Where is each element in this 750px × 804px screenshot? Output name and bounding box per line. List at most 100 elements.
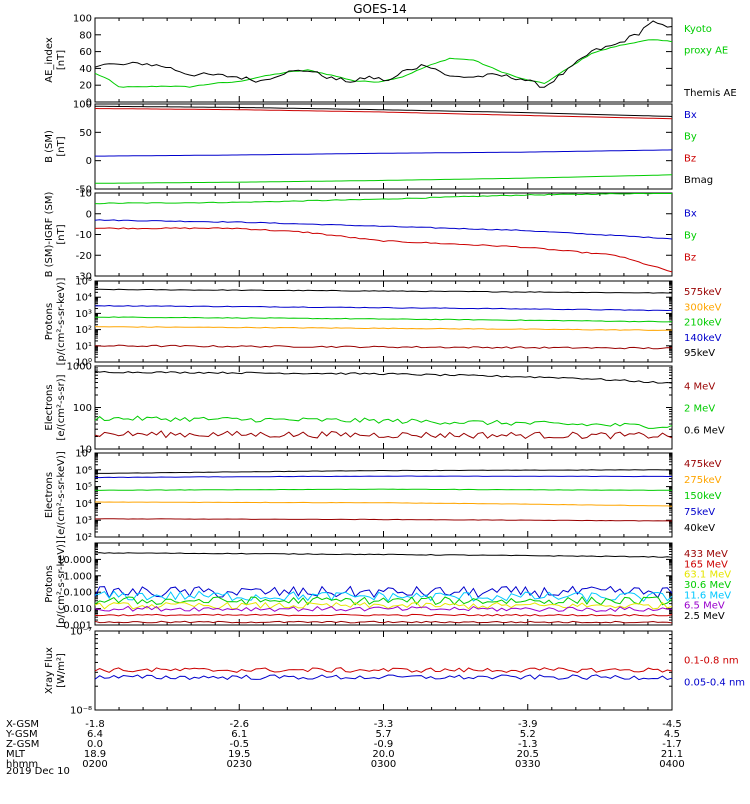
series-line-5 bbox=[94, 601, 673, 610]
orbit-table: X-GSM -1.8 -2.6 -3.3 -3.9 -4.5 Y-GSM 6.4 6.1 5.7 5… bbox=[5, 719, 685, 770]
orbit-value: -1.8 bbox=[85, 719, 105, 730]
y-axis-label: [nT] bbox=[56, 224, 67, 244]
legend-entry: 575keV bbox=[684, 287, 722, 298]
orbit-value: 0300 bbox=[371, 759, 396, 770]
series-line-2 bbox=[94, 20, 673, 88]
panel-1: 0 20 40 60 80 100 AE_index [nT] Kyoto proxy AE The… bbox=[44, 14, 737, 109]
orbit-value: -1.3 bbox=[518, 739, 538, 750]
y-tick-label: 10⁵ bbox=[75, 277, 92, 288]
legend-entry: 6.5 MeV bbox=[684, 601, 725, 612]
legend-entry: 95keV bbox=[684, 348, 715, 359]
legend-entry: Themis AE bbox=[683, 88, 737, 99]
series-line-3 bbox=[94, 227, 673, 273]
y-tick-label: 10³ bbox=[75, 516, 92, 527]
series-line-1 bbox=[94, 667, 673, 673]
series-line-1 bbox=[94, 552, 673, 558]
series-line-1 bbox=[95, 105, 673, 117]
y-tick-label: 10⁴ bbox=[75, 499, 92, 510]
series-line-2 bbox=[94, 219, 673, 240]
orbit-value: 0.0 bbox=[87, 739, 103, 750]
panel-2: -50 0 50 100 B (SM) [nT] Bx By Bz Bmag bbox=[44, 100, 713, 196]
y-axis-label: B (SM)-IGRF (SM) bbox=[44, 192, 55, 278]
series-line-3 bbox=[94, 488, 673, 491]
y-tick-label: 10⁴ bbox=[75, 293, 92, 304]
y-tick-label: -30 bbox=[76, 272, 92, 283]
y-axis-label: [p/(cm²-s-sr-keV)] bbox=[56, 278, 67, 366]
y-axis-label: [nT] bbox=[56, 136, 67, 156]
y-tick-label: 100 bbox=[73, 100, 92, 111]
y-tick-label: 100 bbox=[73, 403, 92, 414]
orbit-value: -3.9 bbox=[518, 719, 538, 730]
y-tick-label: 10¹ bbox=[75, 341, 92, 352]
series-line-4 bbox=[94, 501, 673, 507]
series-line-6 bbox=[94, 605, 672, 613]
legend-entry: 4 MeV bbox=[684, 382, 715, 393]
legend-entry: 0.1-0.8 nm bbox=[684, 656, 739, 667]
y-axis-label: Electrons bbox=[44, 384, 55, 430]
y-tick-label: 10⁻⁷ bbox=[70, 627, 92, 638]
panel-6: 10² 10³ 10⁴ 10⁵ 10⁶ 10⁷ Electrons [e/(cm²-s-sr-… bbox=[44, 449, 722, 544]
y-tick-label: 40 bbox=[79, 64, 92, 75]
orbit-value: -0.9 bbox=[374, 739, 394, 750]
legend-entry: proxy AE bbox=[684, 45, 728, 56]
orbit-row-label: X-GSM bbox=[6, 719, 39, 730]
series-line-5 bbox=[94, 344, 673, 350]
panel-3: -30 -20 -10 0 10 B (SM)-IGRF (SM) [nT] Bx By Bz bbox=[44, 189, 697, 283]
y-tick-label: 10.000 bbox=[57, 555, 92, 566]
y-tick-label: -50 bbox=[76, 185, 92, 196]
orbit-value: 18.9 bbox=[84, 749, 106, 760]
legend-entry: 210keV bbox=[684, 318, 722, 329]
series-line-1 bbox=[95, 469, 672, 474]
y-tick-label: 0 bbox=[86, 98, 92, 109]
legend-entry: 2.5 MeV bbox=[684, 611, 725, 622]
orbit-value: -2.6 bbox=[229, 719, 249, 730]
legend-entry: Bmag bbox=[684, 175, 713, 186]
orbit-value: 0330 bbox=[515, 759, 540, 770]
y-axis-label: AE_index bbox=[44, 37, 55, 83]
legend-entry: By bbox=[684, 231, 697, 242]
y-tick-label: 10² bbox=[75, 533, 92, 544]
y-tick-label: 10 bbox=[79, 445, 92, 456]
y-axis-label: Protons bbox=[44, 565, 55, 602]
orbit-value: -3.3 bbox=[374, 719, 394, 730]
legend-entry: Bz bbox=[684, 253, 696, 264]
series-line-8 bbox=[94, 620, 673, 624]
y-tick-label: 0.010 bbox=[63, 604, 92, 615]
series-line-4 bbox=[94, 596, 673, 606]
series-line-2 bbox=[94, 475, 672, 479]
legend-entry: 0.6 MeV bbox=[684, 426, 725, 437]
legend-entry: 11.6 MeV bbox=[684, 590, 731, 601]
y-axis-label: Protons bbox=[44, 303, 55, 340]
y-tick-label: 10⁰ bbox=[75, 358, 92, 369]
series-line-2 bbox=[94, 585, 673, 599]
legend-entry: 63.1 MeV bbox=[684, 570, 731, 581]
legend-entry: Bx bbox=[684, 110, 697, 121]
y-tick-label: 0 bbox=[86, 209, 92, 220]
panel-frame bbox=[94, 17, 673, 103]
legend-entry: Bx bbox=[684, 209, 697, 220]
orbit-value: 4.5 bbox=[664, 729, 680, 740]
y-tick-label: -20 bbox=[76, 251, 92, 262]
series-line-1 bbox=[94, 192, 672, 205]
y-tick-label: 10⁷ bbox=[75, 449, 92, 460]
orbit-value: 0230 bbox=[227, 759, 252, 770]
y-axis-label: [e/(cm²-s-sr)] bbox=[56, 374, 67, 440]
series-line-2 bbox=[94, 304, 673, 312]
series-line-5 bbox=[95, 518, 673, 522]
y-tick-label: -10 bbox=[76, 230, 92, 241]
y-tick-label: 10² bbox=[75, 325, 92, 336]
panel-8: 10⁻⁸ 10⁻⁷ Xray Flux [W/m²] 0.1-0.8 nm 0.05-0.… bbox=[44, 627, 745, 717]
y-tick-label: 20 bbox=[79, 81, 92, 92]
orbit-value: 20.0 bbox=[372, 749, 394, 760]
y-axis-label: [nT] bbox=[56, 50, 67, 70]
legend-entry: Bz bbox=[684, 153, 696, 164]
series-line-3 bbox=[95, 149, 673, 157]
legend-entry: 475keV bbox=[684, 459, 722, 470]
legend-entry: Kyoto bbox=[684, 24, 712, 35]
series-line-4 bbox=[94, 326, 673, 331]
page-title: GOES-14 bbox=[353, 2, 407, 16]
orbit-value: -1.7 bbox=[662, 739, 682, 750]
orbit-row-label: MLT bbox=[6, 749, 26, 760]
